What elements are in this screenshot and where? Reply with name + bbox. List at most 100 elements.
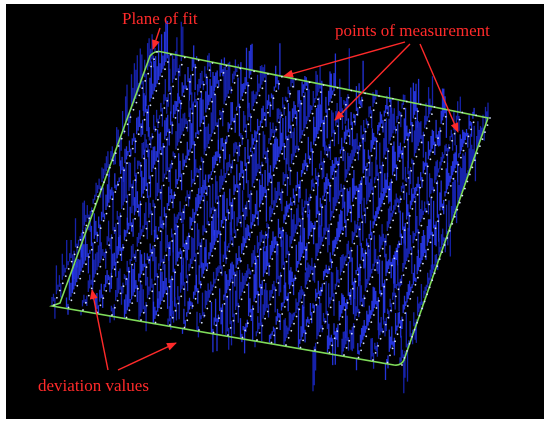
point: [239, 183, 242, 186]
point: [97, 195, 99, 198]
point: [76, 246, 79, 249]
point: [469, 173, 471, 176]
point: [290, 208, 293, 211]
point: [407, 177, 410, 179]
point: [189, 312, 192, 315]
arrow: [334, 43, 411, 121]
point: [244, 169, 247, 171]
point: [270, 143, 272, 145]
point: [423, 217, 425, 220]
measurement-points: [53, 51, 491, 366]
point: [213, 170, 216, 173]
point: [196, 175, 199, 178]
point: [301, 217, 304, 220]
point: [446, 154, 448, 156]
point: [202, 122, 205, 125]
point: [194, 221, 196, 223]
point: [396, 333, 399, 336]
point: [443, 244, 446, 246]
point: [241, 137, 244, 140]
point: [373, 147, 376, 150]
point: [295, 193, 298, 196]
point: [177, 302, 180, 305]
point: [157, 276, 159, 278]
point: [464, 187, 466, 190]
point: [323, 160, 326, 163]
point: [316, 220, 318, 223]
point: [417, 276, 419, 279]
point: [409, 215, 411, 217]
point: [365, 252, 367, 255]
point: [205, 153, 208, 156]
point: [398, 243, 401, 246]
point: [82, 270, 84, 273]
point: [325, 115, 328, 118]
point: [154, 167, 157, 170]
point: [423, 300, 426, 303]
point: [361, 99, 364, 102]
point: [122, 246, 125, 249]
point: [114, 152, 117, 155]
point: [428, 203, 430, 206]
point: [359, 266, 362, 269]
point: [242, 176, 244, 179]
point: [240, 298, 243, 301]
point: [357, 356, 360, 359]
point: [388, 188, 391, 191]
point: [169, 324, 171, 326]
point: [277, 282, 280, 284]
point: [247, 200, 250, 203]
point: [335, 208, 338, 211]
point: [146, 150, 148, 153]
point: [79, 277, 82, 280]
point: [142, 234, 145, 237]
point: [295, 155, 298, 158]
point: [332, 216, 335, 218]
point: [128, 270, 131, 273]
point: [307, 325, 310, 328]
point: [292, 162, 295, 165]
point: [105, 251, 108, 254]
point: [374, 352, 377, 354]
point: [251, 231, 253, 234]
point: [129, 155, 131, 157]
point: [183, 288, 185, 290]
point: [256, 339, 258, 341]
point: [183, 326, 186, 329]
point: [227, 173, 230, 176]
point: [182, 172, 185, 175]
arrow: [283, 41, 406, 78]
point: [352, 204, 355, 207]
point: [443, 161, 446, 163]
point: [218, 317, 220, 320]
point: [287, 215, 290, 218]
point: [306, 127, 308, 129]
point: [157, 198, 159, 201]
point: [395, 129, 398, 131]
point: [79, 239, 82, 241]
point: [162, 184, 165, 187]
point: [259, 248, 262, 251]
point: [339, 240, 341, 242]
point: [165, 215, 168, 218]
point: [253, 147, 256, 150]
point: [307, 203, 310, 206]
point: [242, 214, 245, 217]
point: [113, 268, 116, 271]
point: [271, 258, 274, 260]
point: [171, 278, 174, 281]
point: [128, 309, 131, 312]
point: [453, 132, 456, 135]
point: [442, 206, 445, 209]
point: [171, 124, 174, 126]
point: [333, 94, 336, 96]
point: [154, 244, 156, 247]
point: [191, 151, 194, 154]
point: [137, 172, 140, 174]
point: [180, 63, 183, 66]
point: [185, 204, 188, 206]
point: [385, 278, 388, 281]
point: [163, 145, 165, 148]
point: [205, 269, 208, 272]
point: [231, 281, 234, 284]
